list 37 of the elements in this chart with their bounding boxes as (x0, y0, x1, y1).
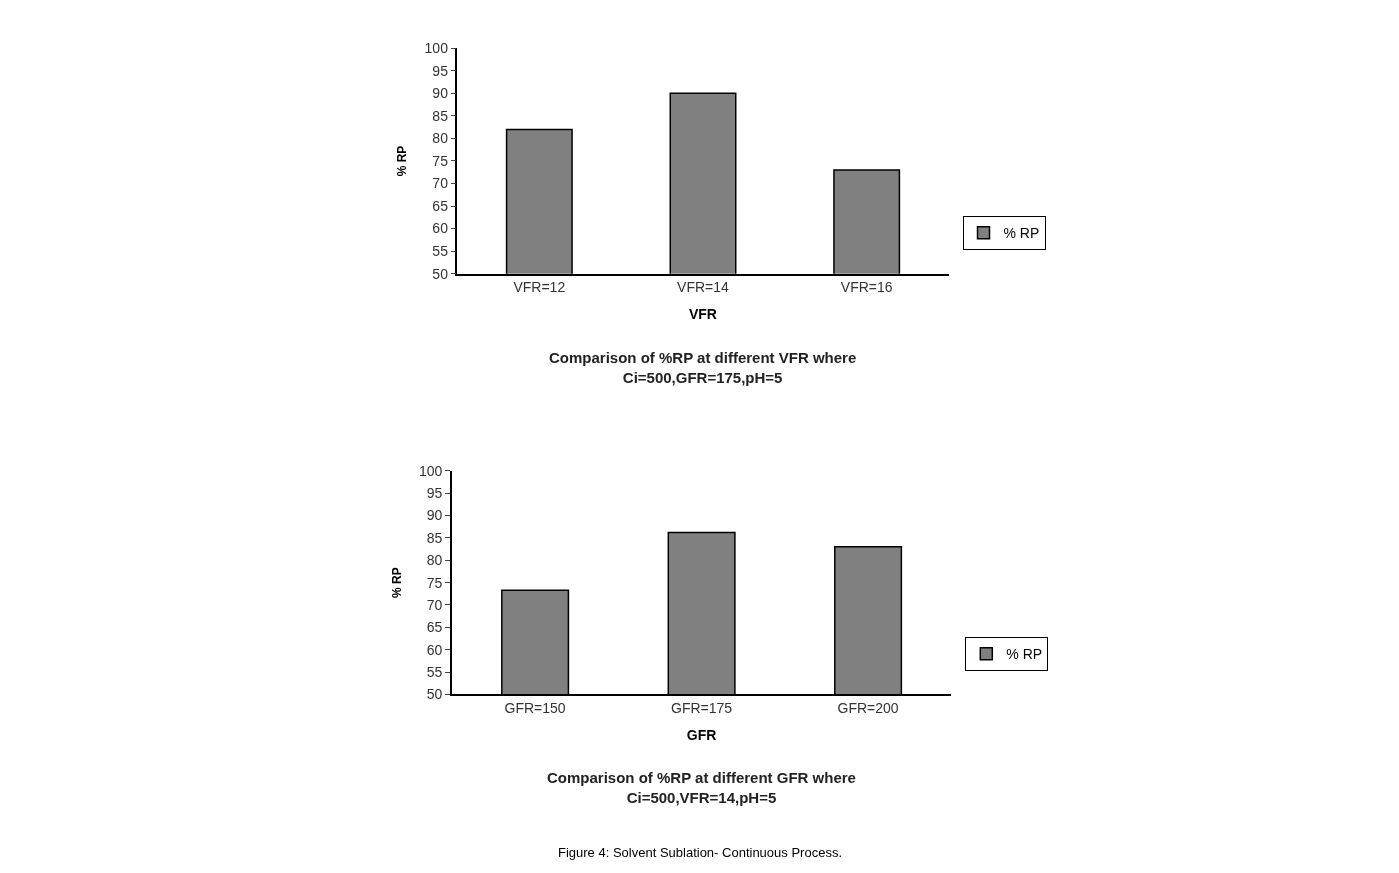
y-tick-label: 50 (432, 265, 449, 282)
y-axis-title: % RP (389, 567, 404, 598)
y-tick-label: 75 (432, 152, 449, 169)
y-tick-label: 55 (426, 663, 443, 680)
y-tick-label: 75 (426, 574, 443, 591)
x-tick-label: VFR=12 (513, 279, 566, 296)
y-tick-label: 60 (426, 641, 443, 658)
y-tick-label: 70 (426, 596, 443, 613)
y-tick-label: 95 (426, 485, 443, 502)
y-tick-label: 100 (418, 462, 443, 479)
y-tick-label: 80 (432, 130, 449, 147)
text: Comparison of %RP at different VFR where Ci=500,GFR=175,pH=5 (549, 349, 857, 386)
x-tick-label: GFR=175 (671, 700, 733, 717)
legend-label: % RP (1003, 225, 1040, 242)
caption: Figure 4: Solvent Sublation- Continuous Process. (558, 845, 842, 860)
y-tick-label: 50 (426, 686, 443, 703)
legend-label: % RP (1006, 646, 1043, 663)
y-tick-label: 90 (432, 85, 449, 102)
x-tick-label: VFR=14 (677, 279, 730, 296)
y-tick-label: 70 (432, 175, 449, 192)
y-axis-title: % RP (395, 145, 410, 177)
y-tick-label: 85 (432, 107, 449, 124)
text: Comparison of %RP at different GFR where Ci=500,VFR=14,pH=5 (547, 769, 856, 806)
x-tick-label: VFR=16 (840, 279, 893, 296)
x-tick-label: GFR=200 (837, 700, 899, 717)
y-tick-label: 80 (426, 552, 443, 569)
y-tick-label: 55 (432, 243, 449, 260)
y-tick-label: 60 (432, 220, 449, 237)
y-tick-label: 85 (426, 529, 443, 546)
x-axis-title: VFR (689, 306, 717, 323)
y-tick-label: 90 (426, 507, 443, 524)
y-tick-label: 100 (424, 40, 449, 57)
x-axis-title: GFR (686, 726, 717, 743)
y-tick-label: 95 (432, 62, 449, 79)
y-tick-label: 65 (432, 197, 449, 214)
y-tick-label: 65 (426, 619, 443, 636)
x-tick-label: GFR=150 (504, 700, 566, 717)
